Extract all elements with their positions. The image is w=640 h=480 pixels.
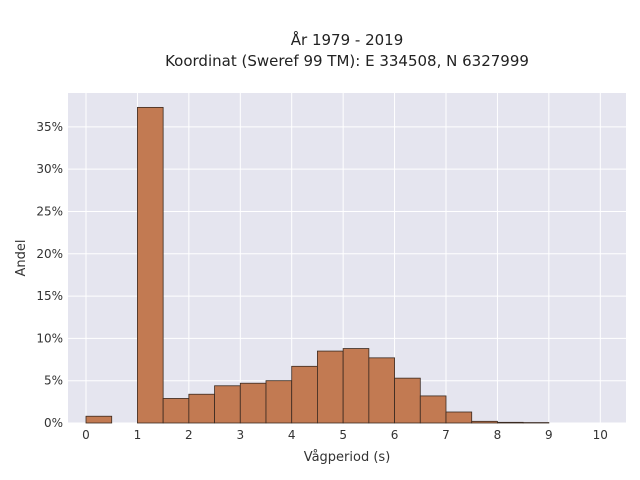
chart-title-line1: År 1979 - 2019 [291, 30, 404, 49]
y-axis-label: Andel [14, 240, 29, 277]
histogram-bar [291, 365, 318, 424]
y-tick-label: 35% [36, 120, 63, 134]
y-tick-label: 10% [36, 331, 63, 345]
x-tick-label: 6 [391, 428, 399, 442]
y-tick-label: 20% [36, 247, 63, 261]
histogram-bar [85, 415, 113, 424]
y-tick-label: 0% [44, 416, 63, 430]
x-tick-label: 8 [494, 428, 502, 442]
x-tick-label: 7 [442, 428, 450, 442]
histogram-bar [265, 380, 293, 424]
grid-lines [68, 93, 626, 424]
x-tick-label: 5 [339, 428, 347, 442]
bars [85, 106, 550, 424]
x-tick-label: 0 [82, 428, 90, 442]
histogram-bar [497, 421, 524, 424]
histogram-bar [394, 377, 421, 424]
histogram-bar [368, 357, 395, 424]
y-tick-label: 15% [36, 289, 63, 303]
histogram-bar [445, 411, 473, 424]
histogram-bar [214, 385, 241, 424]
histogram-bar [239, 382, 267, 424]
histogram-bar [162, 398, 190, 424]
histogram-bar [342, 348, 370, 424]
x-tick-label: 9 [545, 428, 553, 442]
x-tick-label: 1 [134, 428, 142, 442]
y-tick-label: 25% [36, 204, 63, 218]
y-tick-label: 5% [44, 374, 63, 388]
histogram-bar [188, 393, 215, 424]
x-axis-label: Vågperiod (s) [304, 450, 391, 465]
histogram-bar [317, 350, 344, 424]
x-tick-label: 3 [236, 428, 244, 442]
y-tick-label: 30% [36, 162, 63, 176]
histogram-bar [419, 395, 447, 424]
x-axis-ticks: 0 1 2 3 4 5 6 7 8 9 10 [82, 428, 608, 442]
histogram-bar [137, 106, 164, 424]
chart-title-line2: Koordinat (Sweref 99 TM): E 334508, N 63… [165, 52, 529, 70]
x-tick-label: 4 [288, 428, 296, 442]
histogram-bar [471, 420, 498, 424]
x-tick-label: 2 [185, 428, 193, 442]
y-axis-ticks: 0% 5% 10% 15% 20% 25% 30% 35% [36, 120, 63, 430]
x-tick-label: 10 [593, 428, 608, 442]
